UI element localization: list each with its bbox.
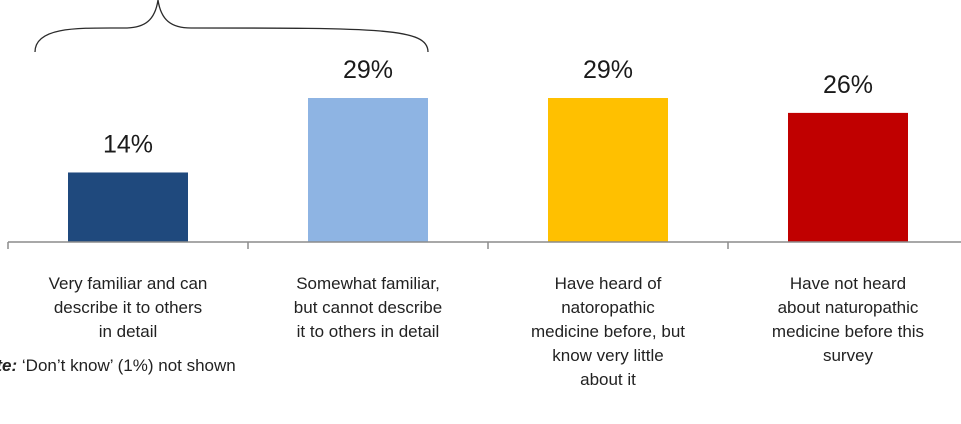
data-label: 29% — [343, 56, 393, 84]
data-label: 26% — [823, 71, 873, 99]
data-label: 14% — [103, 130, 153, 158]
data-label: 29% — [583, 56, 633, 84]
bar — [788, 112, 908, 243]
bar — [308, 98, 428, 242]
category-label: Have heard of natoropathic medicine befo… — [530, 274, 686, 389]
bar — [68, 172, 188, 242]
brace-annotation — [34, 0, 429, 53]
footnote-label: ote: — [0, 356, 18, 375]
category-label: Very familiar and can describe it to oth… — [48, 274, 208, 341]
footnote: ote: ‘Don’t know’ (1%) not shown — [0, 356, 236, 376]
bar — [548, 98, 668, 242]
category-label: Somewhat familiar, but cannot describe i… — [293, 274, 443, 341]
category-label: Have not heard about naturopathic medici… — [771, 274, 925, 365]
footnote-text: ‘Don’t know’ (1%) not shown — [17, 356, 236, 375]
